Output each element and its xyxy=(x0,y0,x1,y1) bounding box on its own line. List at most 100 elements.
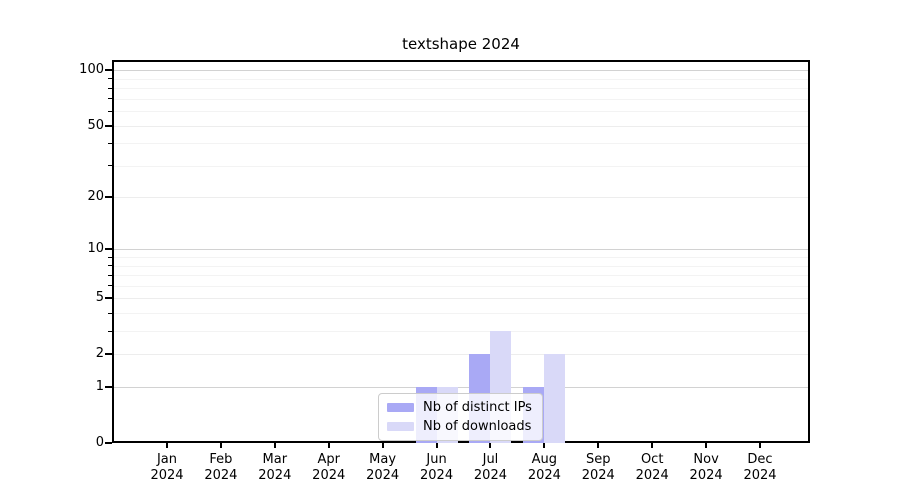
legend-swatch-distinct-ips-icon xyxy=(387,403,414,412)
gridline-minor xyxy=(114,88,808,90)
y-minor-tick xyxy=(108,165,112,167)
y-minor-tick xyxy=(108,330,112,332)
x-tick xyxy=(219,443,222,448)
y-minor-tick xyxy=(108,265,112,267)
y-minor-tick xyxy=(108,142,112,144)
gridline-minor xyxy=(114,143,808,145)
x-tick-label-month: Aug xyxy=(531,452,558,467)
y-minor-tick xyxy=(108,110,112,112)
y-tick xyxy=(105,386,112,389)
x-tick xyxy=(166,443,168,448)
y-tick-label: 100 xyxy=(79,62,104,78)
legend-label-downloads: Nb of downloads xyxy=(423,419,532,434)
gridline xyxy=(114,249,808,251)
x-tick-label: May 2024 xyxy=(353,452,413,484)
x-tick-label-month: Mar xyxy=(262,452,288,467)
x-tick-label-year: 2024 xyxy=(204,468,238,483)
y-minor-tick xyxy=(108,256,112,258)
y-tick-label: 50 xyxy=(87,117,104,133)
bar-downloads-aug xyxy=(544,354,566,443)
x-tick-label: Jun 2024 xyxy=(407,452,467,484)
gridline xyxy=(114,354,808,356)
y-minor-tick xyxy=(108,274,112,276)
x-tick-label-month: Dec xyxy=(747,452,773,467)
x-tick-label: Aug 2024 xyxy=(514,452,574,484)
gridline xyxy=(114,70,808,72)
x-tick-label-month: May xyxy=(369,452,397,467)
y-tick xyxy=(105,196,112,199)
gridline xyxy=(114,387,808,389)
legend-item-distinct-ips: Nb of distinct IPs xyxy=(387,400,534,415)
x-tick-label-year: 2024 xyxy=(258,468,292,483)
y-tick xyxy=(105,248,112,251)
y-minor-tick xyxy=(108,312,112,314)
x-tick xyxy=(489,443,492,448)
gridline xyxy=(114,125,808,127)
y-tick-label: 5 xyxy=(95,290,104,306)
x-tick-label-year: 2024 xyxy=(473,468,507,483)
x-tick-label-year: 2024 xyxy=(150,468,184,483)
y-tick xyxy=(105,124,112,127)
x-tick-label-month: Jun xyxy=(426,452,447,467)
gridline xyxy=(114,298,808,300)
x-tick-label-year: 2024 xyxy=(581,468,615,483)
y-tick xyxy=(105,442,112,444)
x-tick xyxy=(435,443,438,448)
x-tick xyxy=(759,443,761,448)
legend-item-downloads: Nb of downloads xyxy=(387,419,534,434)
x-tick-label-month: Apr xyxy=(317,452,340,467)
y-minor-tick xyxy=(108,98,112,100)
y-tick xyxy=(105,353,112,356)
x-tick-label: Oct 2024 xyxy=(622,452,682,484)
y-tick-label: 1 xyxy=(95,379,104,395)
legend: Nb of distinct IPs Nb of downloads xyxy=(378,393,543,441)
gridline-minor xyxy=(114,111,808,113)
x-tick-label: Dec 2024 xyxy=(730,452,790,484)
x-tick-label-month: Nov xyxy=(693,452,719,467)
legend-label-distinct-ips: Nb of distinct IPs xyxy=(423,400,532,415)
gridline-minor xyxy=(114,285,808,287)
y-tick xyxy=(105,69,112,72)
y-tick-label: 2 xyxy=(95,346,104,362)
x-tick xyxy=(543,443,546,448)
legend-swatch-downloads-icon xyxy=(387,422,414,431)
gridline-minor xyxy=(114,165,808,167)
chart-title: textshape 2024 xyxy=(402,35,520,53)
y-tick-label: 0 xyxy=(95,435,104,450)
x-tick xyxy=(327,443,330,448)
x-tick-label-year: 2024 xyxy=(689,468,723,483)
x-tick-label-month: Sep xyxy=(586,452,611,467)
x-tick xyxy=(705,443,708,448)
gridline-minor xyxy=(114,78,808,80)
gridline-minor xyxy=(114,98,808,100)
gridline-minor xyxy=(114,313,808,315)
x-tick xyxy=(273,443,276,448)
x-tick-label-month: Oct xyxy=(640,452,664,467)
x-tick-label: Feb 2024 xyxy=(191,452,251,484)
x-tick-label: Nov 2024 xyxy=(676,452,736,484)
y-minor-tick xyxy=(108,285,112,287)
x-tick-label: Jan 2024 xyxy=(137,452,197,484)
y-minor-tick xyxy=(108,87,112,89)
x-tick-label-year: 2024 xyxy=(420,468,454,483)
y-minor-tick xyxy=(108,78,112,80)
x-tick-label-year: 2024 xyxy=(635,468,669,483)
x-tick-label: Mar 2024 xyxy=(245,452,305,484)
x-tick-label-month: Feb xyxy=(209,452,233,467)
x-tick-label: Sep 2024 xyxy=(568,452,628,484)
x-tick-label-month: Jul xyxy=(482,452,499,467)
gridline-minor xyxy=(114,257,808,259)
x-tick-label-year: 2024 xyxy=(743,468,777,483)
x-tick-label-month: Jan xyxy=(156,452,178,467)
x-tick-label-year: 2024 xyxy=(312,468,346,483)
y-tick xyxy=(105,297,112,300)
x-tick xyxy=(597,443,600,448)
gridline-minor xyxy=(114,275,808,277)
x-tick-label: Jul 2024 xyxy=(460,452,520,484)
x-tick xyxy=(651,443,654,448)
y-tick-label: 10 xyxy=(87,241,104,257)
gridline-minor xyxy=(114,265,808,267)
y-tick-label: 20 xyxy=(87,189,104,205)
plot-area xyxy=(112,60,810,443)
